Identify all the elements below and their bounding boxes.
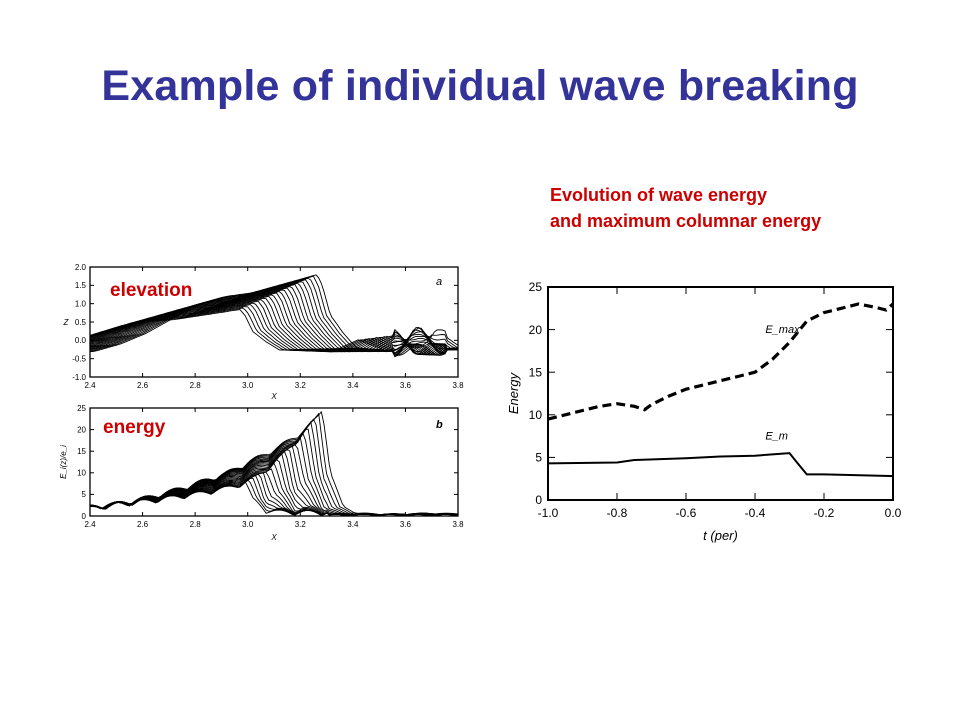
series-line-e-m bbox=[547, 452, 894, 478]
x-tick-label: 3.2 bbox=[295, 520, 307, 529]
y-tick-label: 0 bbox=[82, 512, 87, 521]
energy-curve bbox=[89, 459, 459, 516]
y-tick-label: 2.0 bbox=[75, 263, 87, 272]
elevation-curve bbox=[90, 274, 459, 353]
y-tick-label: 5 bbox=[82, 490, 87, 499]
energy-panel: 2.4 2.6 2.8 3.0 3.2 3.4 3.6 3.8 25 20 15 10 5 0 b X E_i(… bbox=[59, 404, 464, 542]
y-axis-label: Energy bbox=[506, 371, 521, 414]
elevation-curve bbox=[89, 287, 458, 355]
x-tick-label: 3.4 bbox=[347, 520, 359, 529]
x-tick-label: 2.4 bbox=[84, 381, 96, 390]
y-tick-label: 15 bbox=[77, 447, 86, 456]
x-tick-label: 3.0 bbox=[242, 520, 254, 529]
panel-letter: a bbox=[436, 276, 442, 288]
x-tick-label: 0.0 bbox=[885, 506, 902, 520]
elevation-curve bbox=[89, 277, 458, 356]
energy-evolution-chart: -1.0 -0.8 -0.6 -0.4 -0.2 0.0 25 20 15 10 5 0 E_max E_… bbox=[506, 280, 902, 543]
x-tick-label: 2.8 bbox=[190, 381, 202, 390]
y-axis-label: E_i(z)/e_i bbox=[59, 445, 68, 479]
x-tick-label: 2.6 bbox=[137, 520, 149, 529]
slide-title: Example of individual wave breaking bbox=[101, 62, 859, 110]
chart-caption: Evolution of wave energy and maximum col… bbox=[550, 182, 821, 234]
energy-curve bbox=[89, 420, 459, 516]
y-tick-label: 5 bbox=[535, 451, 542, 465]
plot-frame bbox=[89, 407, 459, 517]
x-axis-label: X bbox=[270, 392, 277, 401]
y-tick-label: 1.5 bbox=[75, 281, 87, 290]
x-tick-label: 3.6 bbox=[400, 381, 412, 390]
y-tick-label: 25 bbox=[529, 280, 543, 294]
x-tick-label: 2.8 bbox=[190, 520, 202, 529]
elevation-curve bbox=[89, 286, 458, 355]
y-tick-label: 1.0 bbox=[75, 299, 87, 308]
series-label-em: E_m bbox=[765, 431, 788, 443]
elevation-curve bbox=[89, 281, 458, 358]
x-tick-label: -0.6 bbox=[676, 506, 697, 520]
elevation-curve bbox=[89, 292, 458, 353]
plot-frame bbox=[547, 286, 894, 501]
panel-letter: b bbox=[436, 419, 443, 431]
caption-line-2: and maximum columnar energy bbox=[550, 211, 822, 231]
y-tick-label: 20 bbox=[77, 425, 86, 434]
elevation-panel: 2.4 2.6 2.8 3.0 3.2 3.4 3.6 3.8 2.0 1.5 1.0 0.5 0.0 -… bbox=[63, 263, 465, 401]
y-tick-label: 0 bbox=[535, 493, 542, 507]
energy-curve bbox=[89, 418, 459, 516]
x-tick-label: -1.0 bbox=[538, 506, 559, 520]
y-tick-label: -0.5 bbox=[72, 354, 86, 363]
series-label-emax: E_max bbox=[765, 324, 800, 336]
x-axis-label: t (per) bbox=[703, 528, 738, 543]
y-tick-label: 15 bbox=[529, 365, 543, 379]
energy-curve bbox=[89, 468, 459, 516]
y-tick-label: -1.0 bbox=[72, 373, 86, 382]
x-axis-label: X bbox=[270, 533, 277, 542]
x-tick-label: 3.2 bbox=[295, 381, 307, 390]
x-tick-label: 3.8 bbox=[452, 520, 464, 529]
x-tick-label: 3.6 bbox=[400, 520, 412, 529]
y-axis-label: Z bbox=[63, 318, 70, 327]
energy-curve bbox=[89, 471, 459, 516]
y-tick-label: 10 bbox=[529, 408, 543, 422]
caption-line-1: Evolution of wave energy bbox=[550, 185, 768, 205]
x-tick-label: 3.4 bbox=[347, 381, 359, 390]
elevation-label: elevation bbox=[110, 280, 193, 301]
series-line-e-max bbox=[547, 302, 895, 421]
x-tick-label: 2.6 bbox=[137, 381, 149, 390]
y-tick-label: 25 bbox=[77, 404, 86, 413]
x-tick-label: 3.8 bbox=[452, 381, 464, 390]
y-tick-label: 10 bbox=[77, 469, 86, 478]
y-tick-label: 0.0 bbox=[75, 336, 87, 345]
energy-label: energy bbox=[103, 417, 166, 438]
elevation-curve bbox=[89, 289, 458, 354]
elevation-curve bbox=[89, 291, 458, 353]
y-tick-label: 0.5 bbox=[75, 318, 87, 327]
x-tick-label: 2.4 bbox=[84, 520, 96, 529]
x-tick-label: -0.2 bbox=[814, 506, 835, 520]
y-tick-label: 20 bbox=[529, 323, 543, 337]
elevation-curve bbox=[89, 282, 458, 355]
energy-curve bbox=[89, 410, 459, 516]
x-tick-label: -0.8 bbox=[607, 506, 628, 520]
energy-curve bbox=[89, 462, 459, 516]
x-tick-label: 3.0 bbox=[242, 381, 254, 390]
x-tick-label: -0.4 bbox=[745, 506, 766, 520]
energy-curve bbox=[89, 450, 459, 516]
